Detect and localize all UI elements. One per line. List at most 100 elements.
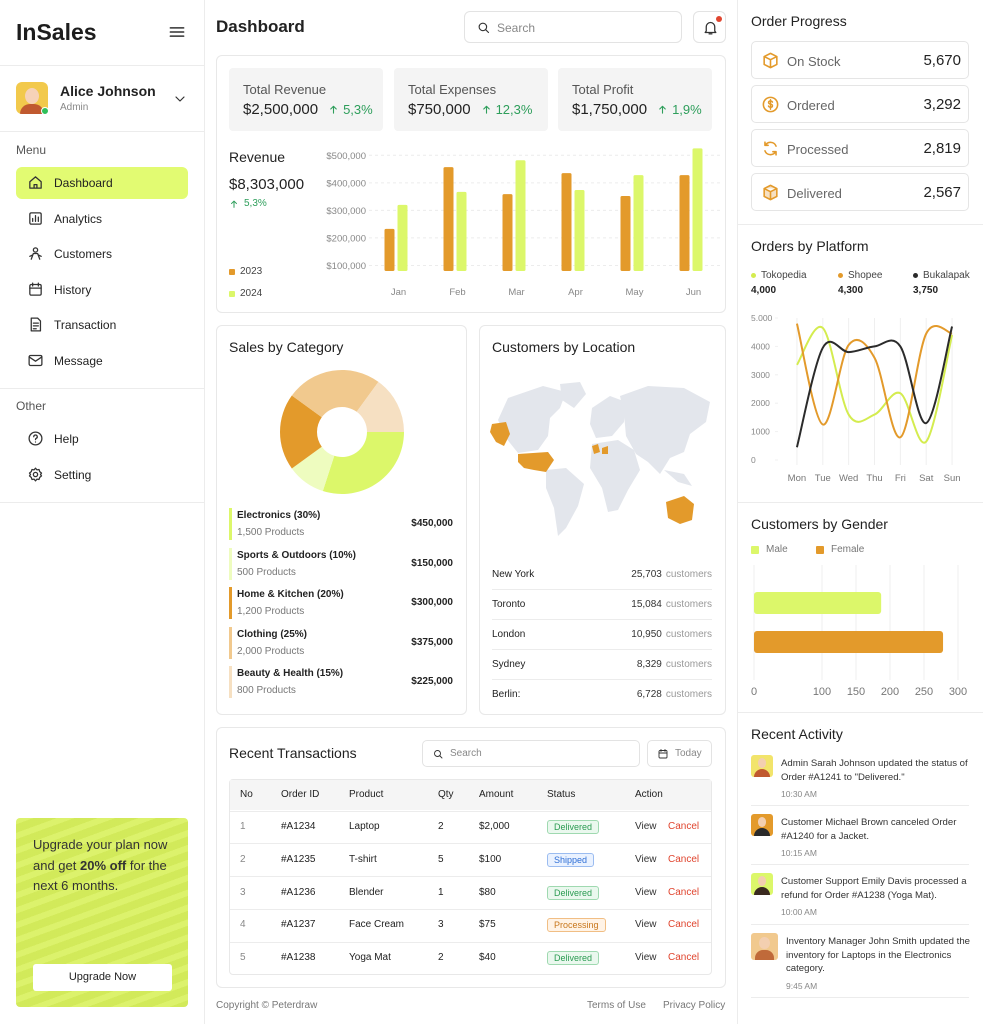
bar (754, 592, 882, 614)
icon-shape (29, 211, 42, 225)
view-action[interactable]: View (635, 853, 657, 865)
avatar-face (757, 758, 767, 769)
kpi-label: Total Revenue (243, 82, 327, 97)
activity-item: Inventory Manager John Smith updated the… (786, 935, 972, 991)
view-action[interactable]: View (635, 919, 657, 931)
kpi-change: 1,9% (672, 102, 702, 117)
kpi-card: Total Expenses $750,000 12,3% (394, 68, 548, 131)
cancel-action[interactable]: Cancel (668, 886, 700, 898)
icon-shape (762, 96, 779, 113)
category-amount: $300,000 (411, 597, 453, 609)
icon-shape (659, 105, 666, 114)
notification-button[interactable] (693, 11, 726, 43)
revenue-change: 5,3% (229, 198, 267, 209)
cancel-action[interactable]: Cancel (668, 821, 700, 832)
nav-item[interactable]: Transaction (16, 309, 188, 341)
nav-item[interactable]: History (16, 274, 188, 306)
icon-shape (175, 96, 185, 102)
bar (692, 148, 703, 271)
count-value: 15,084 (631, 599, 662, 610)
menu-toggle[interactable] (167, 22, 187, 42)
legend-swatch (229, 291, 235, 297)
activity-time: 10:00 AM (781, 907, 817, 917)
divider (0, 131, 204, 132)
user-name: Alice Johnson (60, 83, 156, 99)
x-tick-label: Wed (839, 473, 858, 484)
nav-label: Dashboard (54, 176, 113, 190)
donut-slice (356, 381, 404, 432)
cancel-action[interactable]: Cancel (668, 919, 700, 931)
legend-swatch (816, 546, 824, 554)
count-unit: customers (665, 629, 712, 640)
nav-item[interactable]: Message (16, 345, 188, 377)
icon-shape (231, 200, 237, 208)
x-tick-label: Mon (788, 473, 806, 484)
row-divider (492, 619, 712, 620)
view-action[interactable]: View (635, 821, 657, 832)
bar (443, 167, 454, 271)
nav-item[interactable]: Help (16, 423, 188, 455)
category-name: Clothing (25%) (237, 628, 307, 640)
icon-shape (29, 281, 42, 289)
icon-shape (485, 29, 490, 34)
status-icon (764, 141, 777, 156)
user-dropdown[interactable] (172, 91, 188, 107)
kpi-arrow (330, 105, 337, 114)
y-tick-label: $100,000 (326, 261, 366, 272)
icon-shape (666, 496, 694, 524)
view-action[interactable]: View (635, 886, 657, 898)
activity-item: Customer Michael Brown canceled Order #A… (781, 816, 973, 858)
y-tick-label: 4000 (751, 341, 770, 351)
search-box[interactable]: Search (464, 11, 682, 43)
activity-time: 10:30 AM (781, 789, 817, 799)
icon-shape (434, 750, 441, 757)
progress-value: 3,292 (923, 96, 961, 113)
table-header (230, 780, 711, 810)
revenue-chart: $100,000 $200,000 $300,000 $400,000 $500,000… (326, 148, 723, 298)
bar (384, 228, 395, 271)
cancel-action[interactable]: Cancel (668, 853, 700, 865)
legend-dot (838, 273, 843, 278)
nav-item[interactable]: Analytics (16, 203, 188, 235)
page-title: Dashboard (216, 17, 305, 36)
line-series (796, 325, 954, 444)
table-search[interactable]: Search (422, 740, 640, 767)
date-filter[interactable]: Today (647, 740, 712, 767)
nav-item[interactable]: Setting (16, 459, 188, 491)
upgrade-button[interactable]: Upgrade Now (33, 964, 172, 991)
category-amount: $225,000 (411, 676, 453, 688)
table-cell: #A1238 (281, 952, 316, 964)
footer-link[interactable]: Privacy Policy (663, 1000, 726, 1011)
cancel-action[interactable]: Cancel (668, 952, 700, 964)
footer-link[interactable]: Terms of Use (587, 1000, 646, 1011)
category-color-bar (229, 666, 232, 699)
panel (216, 55, 726, 313)
nav-icon (28, 354, 43, 366)
x-tick-label: 150 (847, 686, 865, 698)
icon-shape (29, 252, 42, 260)
city-count: 10,950 customers (560, 629, 712, 640)
activity-item: Customer Support Emily Davis processed a… (781, 875, 973, 917)
icon-shape (498, 386, 566, 453)
nav-item[interactable]: Dashboard (16, 167, 188, 199)
nav-label: Message (54, 353, 103, 368)
y-tick-label: 0 (751, 455, 756, 465)
order-progress-item: Processed 2,819 (751, 129, 969, 167)
upgrade-text: Upgrade your plan now and get 20% off fo… (33, 835, 178, 905)
status-badge: Processing (547, 918, 606, 933)
nav-item[interactable]: Customers (16, 238, 188, 270)
panel-title: Recent Activity (751, 726, 843, 742)
avatar-face (25, 88, 39, 104)
bar (561, 173, 572, 271)
bar (515, 160, 526, 271)
view-action[interactable]: View (635, 952, 657, 964)
legend-label: Bukalapak (923, 270, 970, 281)
nav-label: History (54, 282, 92, 297)
icon-shape (32, 214, 39, 222)
nav-icon (30, 317, 42, 332)
nav-label: Customers (54, 247, 113, 261)
platform-total: 4,300 (838, 285, 864, 296)
search-placeholder: Search (450, 748, 482, 759)
activity-text: Inventory Manager John Smith updated the… (786, 936, 970, 974)
legend-label: Tokopedia (761, 270, 807, 281)
